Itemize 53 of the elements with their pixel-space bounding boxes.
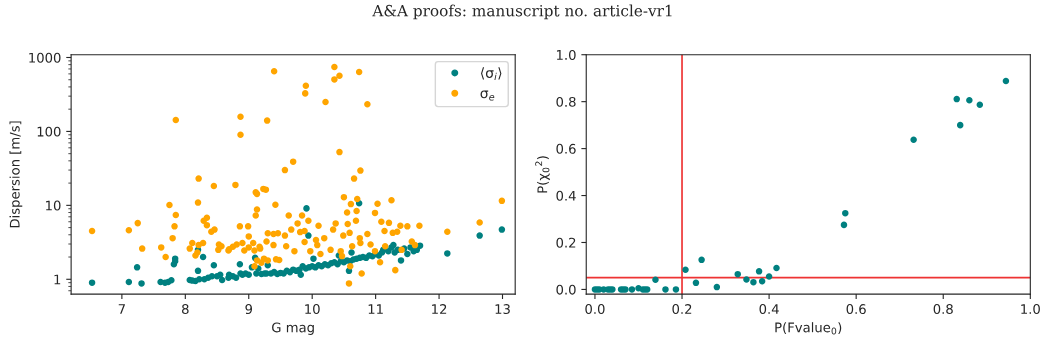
point	[765, 273, 773, 280]
y-tick-label: 0.2	[556, 237, 576, 248]
point	[758, 277, 766, 285]
text: A&A proofs: manuscript no. article-vr1	[372, 4, 672, 20]
y-tick-label: 0.6	[556, 143, 576, 154]
y-axis-title: P(χ$_{0}$$^{2}$)	[535, 156, 550, 193]
x-tick-label: 0.8	[933, 304, 953, 315]
x-tick-label: 12	[432, 304, 447, 314]
x-tick-label: 8	[182, 304, 189, 315]
x-axis-title: G mag	[272, 322, 314, 335]
y-tick-label: 0.0	[556, 284, 576, 295]
x-tick-label: 0.2	[672, 304, 692, 315]
y-axis-title: Dispersion [m/s]	[9, 121, 23, 228]
point	[840, 221, 848, 229]
x-tick-label: 7	[118, 304, 125, 314]
x-tick-label: 13	[495, 304, 510, 315]
point	[652, 276, 659, 284]
x-tick-label: 1.0	[1021, 304, 1040, 315]
point	[1002, 77, 1010, 85]
point	[842, 209, 849, 217]
point	[773, 264, 780, 272]
point	[743, 276, 750, 283]
x-tick-label: 11	[368, 304, 383, 314]
legend-label: σ$_{e}$	[480, 90, 495, 101]
y-tick-label: 1	[54, 274, 61, 285]
legend-label: ⟨σ$_{i}$⟩	[481, 67, 502, 81]
y-tick-label: 0.8	[556, 96, 576, 107]
point	[910, 136, 917, 143]
point	[755, 268, 763, 275]
point	[713, 283, 721, 291]
point	[956, 121, 964, 129]
x-tick-label: 10	[305, 304, 320, 315]
y-tick-label: 100	[37, 126, 61, 137]
point	[734, 270, 742, 278]
x-tick-label: 0.4	[759, 304, 779, 315]
x-tick-label: 0.0	[585, 304, 605, 315]
point	[628, 286, 636, 293]
y-tick-label: 10	[46, 200, 61, 211]
y-tick-label: 1.0	[556, 49, 576, 60]
x-tick-label: 0.6	[846, 304, 866, 315]
point	[672, 286, 680, 293]
point	[662, 286, 669, 293]
y-tick-label: 1000	[29, 52, 61, 63]
point	[692, 279, 700, 287]
point	[966, 97, 973, 104]
x-tick-label: 9	[245, 304, 253, 315]
point	[953, 95, 960, 103]
x-axis-title: P(Fvalue$_{0}$)	[775, 322, 842, 335]
point	[682, 266, 689, 273]
point	[750, 278, 757, 286]
point	[698, 256, 705, 264]
point	[976, 101, 984, 108]
y-tick-label: 0.4	[556, 190, 576, 201]
